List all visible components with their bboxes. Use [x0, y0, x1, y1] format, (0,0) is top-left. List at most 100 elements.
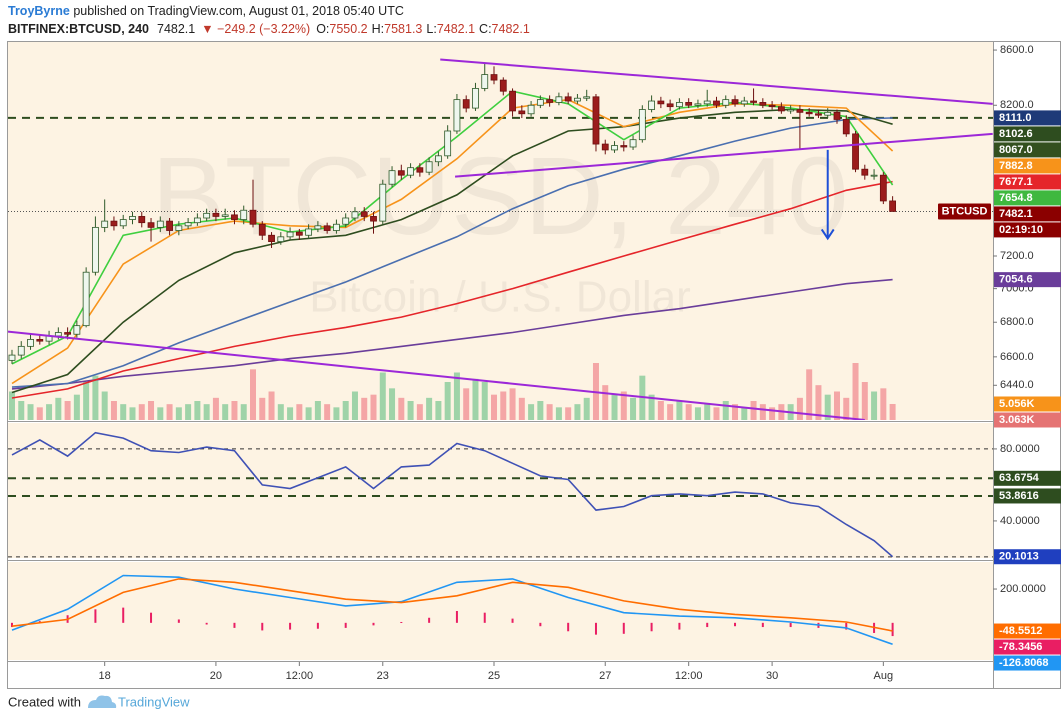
footer-brand[interactable]: TradingView: [118, 694, 190, 709]
candle-body: [314, 225, 322, 230]
candle-body: [360, 211, 368, 217]
candle-body: [184, 222, 192, 227]
volume-bar: [463, 388, 470, 420]
indicator-line: [11, 278, 893, 390]
candle-body: [555, 96, 563, 103]
candle-body: [509, 90, 516, 112]
price-tag-label: 8067.0: [999, 144, 1033, 156]
candle-body: [147, 222, 155, 228]
volume-bar: [36, 407, 43, 420]
symbol-label-box: [938, 203, 991, 220]
volume-bar: [240, 404, 247, 420]
candle-body: [638, 109, 646, 141]
candle-body: [342, 217, 350, 225]
volume-bar: [138, 404, 145, 420]
histogram-bar: [150, 612, 153, 623]
volume-tag: [994, 396, 1061, 412]
histogram-bar: [38, 621, 41, 623]
candle-body: [156, 220, 164, 228]
volume-bar: [732, 404, 739, 420]
x-tick-label: 30: [766, 670, 778, 682]
countdown: 02:19:10: [999, 224, 1043, 236]
price-tag-label: 7677.1: [999, 176, 1033, 188]
brand-logo[interactable]: [88, 695, 117, 709]
histogram-bar: [122, 607, 125, 623]
candle-body: [295, 231, 303, 236]
candle-body: [731, 99, 739, 105]
volume-bar: [648, 394, 655, 420]
candle-body: [889, 200, 897, 212]
candle-body: [268, 234, 275, 242]
candle-body: [824, 111, 832, 116]
candle-body: [648, 100, 655, 110]
price-tag: [994, 639, 1061, 655]
trendline: [8, 330, 865, 420]
candle-body: [685, 102, 693, 106]
candle-body: [36, 339, 44, 342]
candle-body: [379, 183, 387, 222]
volume-bar: [333, 407, 340, 420]
trendline: [454, 132, 993, 178]
candle-body: [777, 106, 785, 112]
candle-body: [499, 79, 507, 92]
candle-body: [166, 220, 173, 231]
candle-body: [472, 88, 479, 109]
ohlc-value: 7482.1: [437, 22, 475, 36]
candle-body: [110, 220, 118, 227]
candle-body: [518, 110, 526, 115]
author[interactable]: TroyByrne: [8, 4, 70, 18]
volume-bar: [370, 394, 377, 420]
candle-body: [759, 102, 767, 106]
volume-bar: [305, 407, 312, 420]
candle-body: [592, 96, 600, 145]
volume-bar: [769, 407, 776, 420]
histogram-bar: [650, 622, 653, 632]
candle-body: [212, 212, 220, 217]
y-tick-label: 40.0000: [1000, 515, 1040, 527]
volume-bar: [713, 407, 720, 420]
y-tick-label: 7200.0: [1000, 250, 1034, 262]
candle-body: [815, 113, 822, 116]
histogram-bar: [428, 617, 431, 623]
volume-bar: [231, 401, 238, 420]
volume-bar: [259, 397, 266, 420]
price-tag-label: -48.5512: [999, 625, 1042, 637]
histogram-bar: [177, 619, 180, 623]
histogram-bar: [261, 622, 264, 631]
histogram-bar: [344, 622, 347, 628]
x-tick-label: 27: [599, 670, 611, 682]
histogram-bar: [205, 622, 208, 625]
volume-bar: [18, 401, 25, 420]
candle-body: [27, 339, 34, 347]
volume-bar: [351, 391, 358, 420]
candle-body: [277, 236, 285, 242]
candle-body: [833, 111, 841, 120]
candle-body: [425, 161, 433, 173]
volume-bar: [500, 391, 507, 420]
volume-bar: [296, 404, 303, 420]
histogram-bar: [289, 622, 292, 630]
price-tag-label: -126.8068: [999, 657, 1049, 669]
price-change: ▼ −249.2 (−3.22%): [201, 22, 310, 36]
volume-bar: [602, 385, 609, 420]
candle-body: [666, 103, 674, 108]
candle-body: [620, 145, 628, 148]
volume-bar: [583, 397, 590, 420]
price-tag: [994, 158, 1061, 174]
arrow-head: [820, 228, 835, 241]
price-tag: [994, 110, 1061, 126]
price-tag-label: 8111.0: [999, 112, 1031, 124]
symbol-label: BTCUSD: [942, 205, 988, 217]
histogram-bar: [594, 622, 597, 635]
candle-body: [388, 170, 396, 185]
volume-bar: [806, 369, 813, 420]
histogram-bar: [789, 622, 792, 628]
volume-bar: [555, 407, 562, 420]
candle-body: [879, 174, 887, 202]
volume-bar: [212, 397, 219, 420]
candle-body: [129, 216, 136, 220]
x-tick-label: 23: [377, 670, 389, 682]
candle-body: [676, 102, 683, 108]
